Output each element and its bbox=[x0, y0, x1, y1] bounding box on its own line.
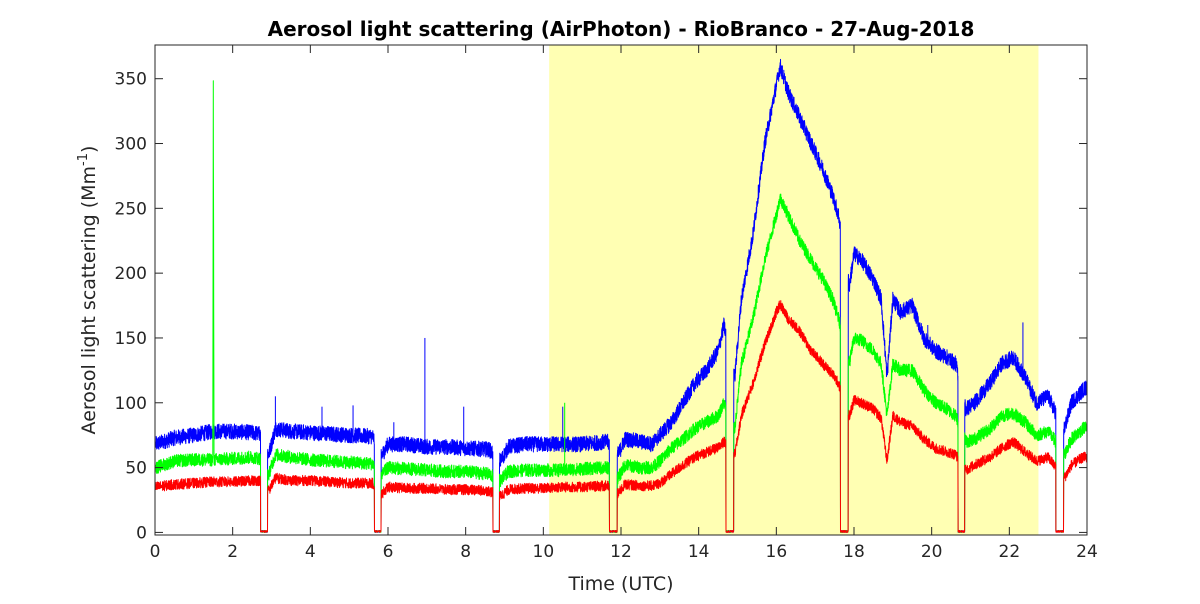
y-tick-label: 150 bbox=[115, 329, 147, 349]
x-tick-label: 10 bbox=[533, 542, 555, 562]
y-axis-label-superscript: -1 bbox=[76, 153, 91, 166]
y-tick-label: 0 bbox=[136, 523, 147, 543]
y-tick-label: 250 bbox=[115, 199, 147, 219]
x-tick-label: 22 bbox=[999, 542, 1021, 562]
y-tick-label: 50 bbox=[125, 459, 147, 479]
y-axis-label: Aerosol light scattering (Mm-1) bbox=[76, 146, 100, 435]
y-tick-label: 300 bbox=[115, 135, 147, 155]
x-axis-label: Time (UTC) bbox=[567, 573, 673, 595]
x-tick-label: 0 bbox=[150, 542, 161, 562]
x-tick-label: 20 bbox=[921, 542, 943, 562]
x-tick-label: 2 bbox=[227, 542, 238, 562]
y-axis-label-main: Aerosol light scattering (Mm bbox=[78, 166, 100, 435]
x-tick-label: 24 bbox=[1076, 542, 1098, 562]
x-axis-ticks: 0 2 4 6 8 10 12 14 16 18 20 22 24 bbox=[150, 45, 1098, 562]
y-axis-label-end: ) bbox=[78, 146, 100, 153]
series-line-1 bbox=[155, 80, 1087, 533]
x-tick-label: 12 bbox=[610, 542, 632, 562]
series-layer bbox=[155, 58, 1087, 533]
x-tick-label: 8 bbox=[460, 542, 471, 562]
chart-title: Aerosol light scattering (AirPhoton) - R… bbox=[268, 17, 975, 41]
series-line-0 bbox=[155, 58, 1087, 533]
x-tick-label: 4 bbox=[305, 542, 316, 562]
x-tick-label: 6 bbox=[383, 542, 394, 562]
x-tick-label: 18 bbox=[843, 542, 865, 562]
series-line-2 bbox=[155, 300, 1087, 533]
x-tick-label: 14 bbox=[688, 542, 710, 562]
y-tick-label: 100 bbox=[115, 394, 147, 414]
x-tick-label: 16 bbox=[766, 542, 788, 562]
y-tick-label: 200 bbox=[115, 264, 147, 284]
y-axis-ticks: 0 50 100 150 200 250 300 350 bbox=[115, 70, 1087, 543]
y-tick-label: 350 bbox=[115, 70, 147, 90]
